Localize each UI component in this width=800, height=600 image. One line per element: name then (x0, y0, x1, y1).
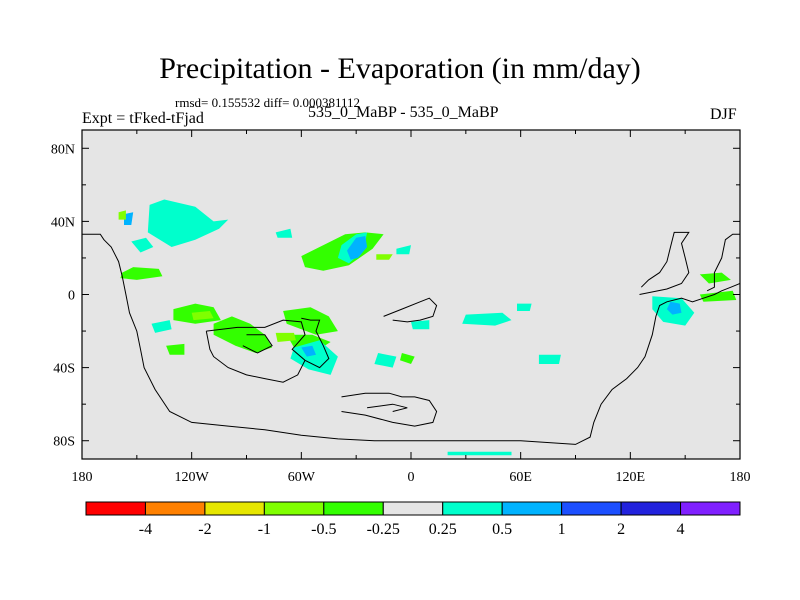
contour-region-1 (120, 267, 163, 280)
contour-region-17 (166, 343, 185, 355)
contour-region-22 (517, 303, 532, 311)
colorbar-swatch (620, 501, 682, 516)
y-tick-label: 40N (51, 215, 75, 230)
contour-region-28 (191, 311, 214, 321)
colorbar: -4 -2 -1 -0.5 -0.25 0.25 0.5 1 2 4 (85, 501, 741, 538)
colorbar-label: -0.25 (367, 521, 400, 538)
contour-region-25 (124, 212, 134, 225)
colorbar-label: -2 (198, 521, 211, 538)
coastline-0 (82, 233, 740, 445)
colorbar-swatch (501, 501, 563, 516)
colorbar-swatch (144, 501, 206, 516)
x-tick-label: 0 (408, 470, 415, 485)
colorbar-label: 0.5 (492, 521, 512, 538)
experiment-label: Expt = tFked-tFjad (82, 110, 204, 127)
coastline-6 (383, 297, 438, 323)
colorbar-label: 0.25 (429, 521, 457, 538)
chart-title: Precipitation - Evaporation (in mm/day) (159, 52, 641, 85)
coastline-7 (341, 392, 438, 427)
contour-region-9 (374, 353, 397, 368)
contour-region-30 (118, 210, 126, 220)
contour-region-12 (699, 272, 731, 284)
contour-region-21 (538, 354, 561, 364)
contour-regions (118, 199, 737, 456)
x-tick-label: 180 (730, 470, 751, 485)
coastline-2 (639, 231, 690, 295)
colorbar-label: 4 (677, 521, 685, 538)
colorbar-label: 2 (617, 521, 625, 538)
contour-region-31 (376, 254, 393, 260)
contour-region-23 (447, 451, 512, 456)
contour-region-27 (301, 345, 316, 357)
coastline-8 (367, 403, 408, 412)
comparison-label: 535_0_MaBP - 535_0_MaBP (308, 104, 499, 121)
contour-region-16 (151, 320, 172, 333)
colorbar-label: 1 (558, 521, 566, 538)
contour-region-10 (462, 312, 512, 326)
contour-region-24 (347, 236, 368, 260)
y-tick-label: 80N (51, 142, 75, 157)
colorbar-swatch (204, 501, 265, 516)
x-tick-label: 60W (288, 470, 316, 485)
colorbar-swatch (263, 501, 325, 516)
x-tick-label: 120E (616, 470, 646, 485)
contour-region-29 (275, 332, 296, 342)
colorbar-label: -0.5 (311, 521, 336, 538)
x-tick-label: 180 (72, 470, 93, 485)
contour-region-19 (411, 320, 430, 330)
colorbar-swatch (442, 501, 503, 516)
contour-region-20 (396, 245, 411, 255)
stats-label: rmsd= 0.155532 diff= 0.000381112 (175, 95, 360, 110)
coastlines (82, 231, 740, 445)
contour-region-4 (283, 307, 338, 335)
colorbar-swatch (561, 501, 622, 516)
colorbar-swatch (680, 501, 741, 516)
y-tick-label: 80S (53, 435, 75, 450)
x-tick-label: 120W (175, 470, 210, 485)
plot-background (82, 130, 740, 459)
axis-ticks: 180 120W 60W 0 60E 120E 180 80N 40N 0 40S 80S (51, 130, 751, 485)
y-tick-label: 0 (68, 289, 75, 304)
colorbar-swatch (323, 501, 384, 516)
colorbar-swatch (382, 501, 444, 516)
y-tick-label: 40S (53, 362, 75, 377)
colorbar-swatch (85, 501, 146, 516)
contour-region-15 (275, 228, 293, 238)
colorbar-label: -1 (258, 521, 271, 538)
season-label: DJF (710, 106, 737, 123)
x-tick-label: 60E (509, 470, 532, 485)
contour-region-14 (131, 237, 154, 253)
contour-region-18 (400, 353, 415, 364)
colorbar-label: -4 (139, 521, 152, 538)
contour-region-0 (147, 199, 229, 247)
coastline-5 (242, 334, 273, 354)
coastline-1 (706, 233, 740, 292)
coastline-4 (205, 331, 306, 383)
contour-region-26 (666, 301, 682, 315)
contour-region-3 (213, 316, 273, 353)
contour-region-13 (699, 290, 737, 302)
